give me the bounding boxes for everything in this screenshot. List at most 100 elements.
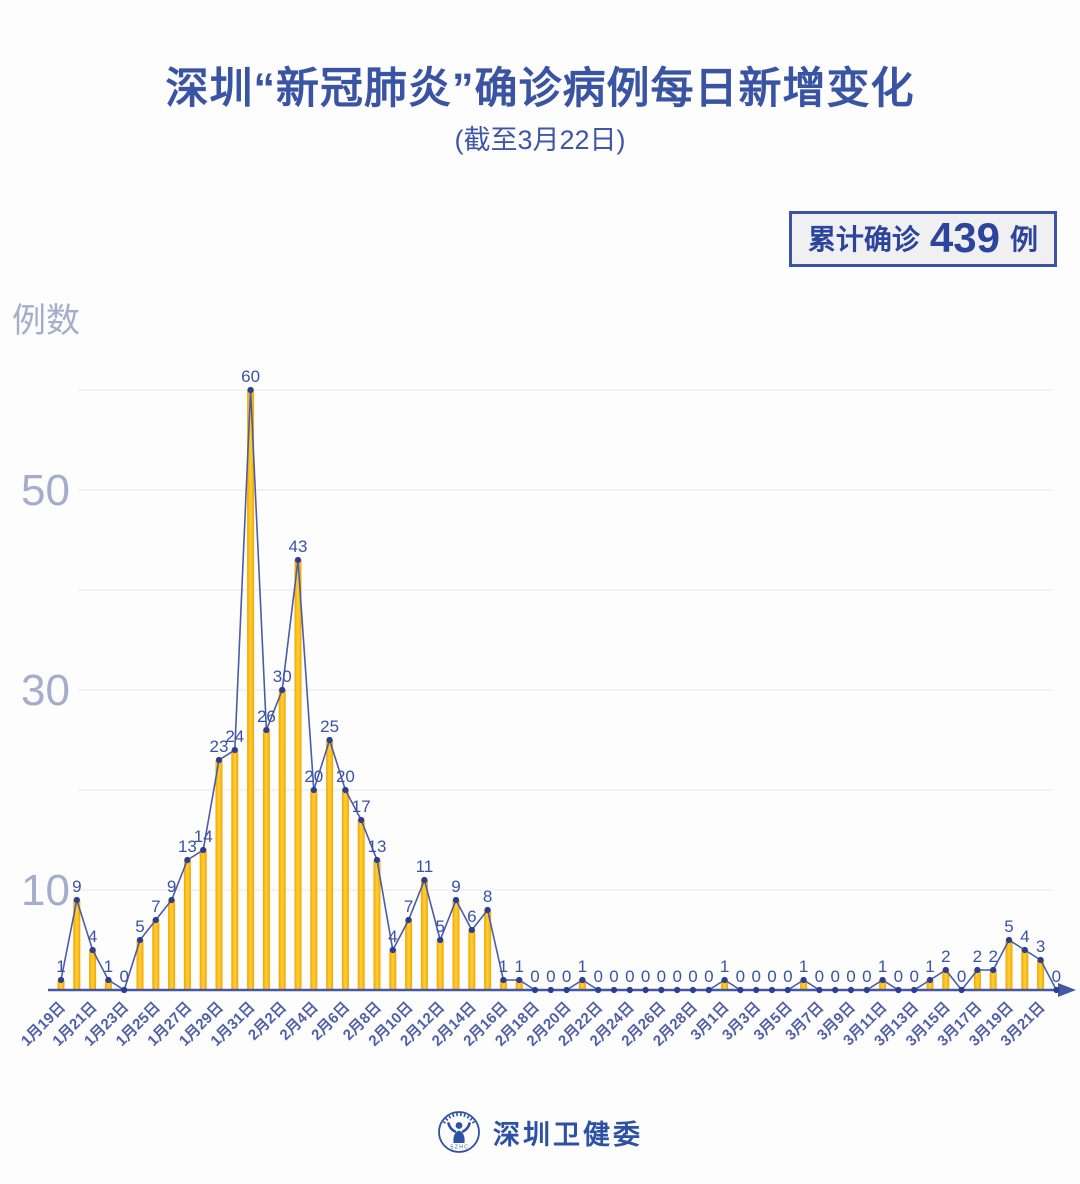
value-label: 30 [273, 667, 292, 686]
bar [199, 850, 207, 990]
bar [262, 730, 270, 990]
data-point [547, 986, 554, 994]
bar [168, 900, 176, 990]
data-point [531, 986, 539, 994]
data-point [342, 786, 349, 794]
value-label: 0 [894, 967, 903, 986]
page-title: 深圳“新冠肺炎”确诊病例每日新增变化 [165, 65, 915, 113]
data-point [800, 976, 807, 984]
bar [278, 690, 286, 990]
value-label: 23 [210, 737, 229, 756]
value-label: 20 [304, 767, 323, 786]
bar [405, 920, 413, 990]
value-label: 0 [593, 967, 602, 986]
data-point [1021, 946, 1028, 954]
value-label: 0 [957, 967, 966, 986]
value-label: 9 [167, 877, 176, 896]
data-point [595, 986, 602, 994]
data-point [1053, 986, 1060, 994]
x-axis-arrow [1058, 983, 1076, 997]
data-point [231, 746, 238, 754]
value-label: 1 [56, 957, 65, 976]
data-point [389, 946, 396, 954]
data-point [563, 986, 570, 994]
data-point [689, 986, 697, 994]
bar [247, 390, 255, 990]
value-label: 9 [451, 877, 460, 896]
data-point [658, 986, 665, 994]
badge-prefix-label: 累计确诊 [807, 224, 920, 255]
value-label: 5 [435, 917, 444, 936]
value-label: 13 [368, 837, 387, 856]
data-point [200, 846, 207, 854]
data-point [674, 986, 681, 994]
data-point [784, 986, 791, 994]
bar [104, 980, 112, 990]
data-point [279, 686, 286, 694]
bar [484, 910, 492, 990]
data-point [421, 876, 428, 884]
data-point [847, 986, 855, 994]
value-label: 0 [657, 967, 666, 986]
bar [879, 980, 887, 990]
value-label: 2 [988, 947, 997, 966]
bar [152, 920, 160, 990]
data-point [610, 986, 618, 994]
value-label: 2 [941, 947, 950, 966]
value-label: 0 [672, 967, 681, 986]
value-label: 5 [1004, 917, 1013, 936]
value-label: 4 [88, 927, 97, 946]
data-point [926, 976, 934, 984]
data-point [1037, 956, 1044, 964]
data-point [516, 976, 523, 984]
value-label: 8 [483, 887, 492, 906]
data-point [484, 906, 491, 914]
data-point [753, 986, 760, 994]
value-label: 0 [562, 967, 571, 986]
value-label: 1 [720, 957, 729, 976]
bar [973, 970, 981, 990]
value-label: 0 [609, 967, 618, 986]
value-label: 7 [151, 897, 160, 916]
bar [721, 980, 729, 990]
value-label: 0 [846, 967, 855, 986]
org-logo-icon: S Z H C [438, 1111, 480, 1153]
y-tick-label: 30 [21, 666, 70, 715]
bar [231, 750, 239, 990]
data-point [626, 986, 633, 994]
data-point [579, 976, 586, 984]
page-subtitle: (截至3月22日) [454, 125, 626, 155]
bar [389, 950, 397, 990]
bar [73, 900, 81, 990]
data-point [863, 986, 870, 994]
bar [578, 980, 586, 990]
bar [926, 980, 934, 990]
bar [1021, 950, 1029, 990]
value-label: 2 [973, 947, 982, 966]
value-label: 0 [1052, 967, 1061, 986]
data-point [184, 856, 191, 864]
data-point [152, 916, 159, 924]
value-label: 6 [467, 907, 476, 926]
y-axis-title: 例数 [12, 302, 80, 340]
value-label: 1 [104, 957, 113, 976]
bar [136, 940, 144, 990]
bar [942, 970, 950, 990]
value-label: 0 [783, 967, 792, 986]
data-point [373, 856, 381, 864]
bar [1005, 940, 1013, 990]
data-point [105, 976, 112, 984]
value-label: 0 [625, 967, 634, 986]
data-point [832, 986, 839, 994]
value-label: 60 [241, 367, 260, 386]
data-point [57, 976, 65, 984]
data-point [721, 976, 728, 984]
cumulative-total-badge: 累计确诊 439 例 [788, 211, 1057, 267]
daily-new-cases-chart: 例数 10 30 50 1 9 4 1 0 5 7 9 13 14 23 24 60 26 30 43 20 25 20 17… [0, 270, 1080, 1080]
bar [341, 790, 349, 990]
value-label: 0 [119, 967, 128, 986]
data-point [737, 986, 744, 994]
data-point [405, 916, 412, 924]
value-label: 4 [388, 927, 397, 946]
value-label: 26 [257, 707, 276, 726]
